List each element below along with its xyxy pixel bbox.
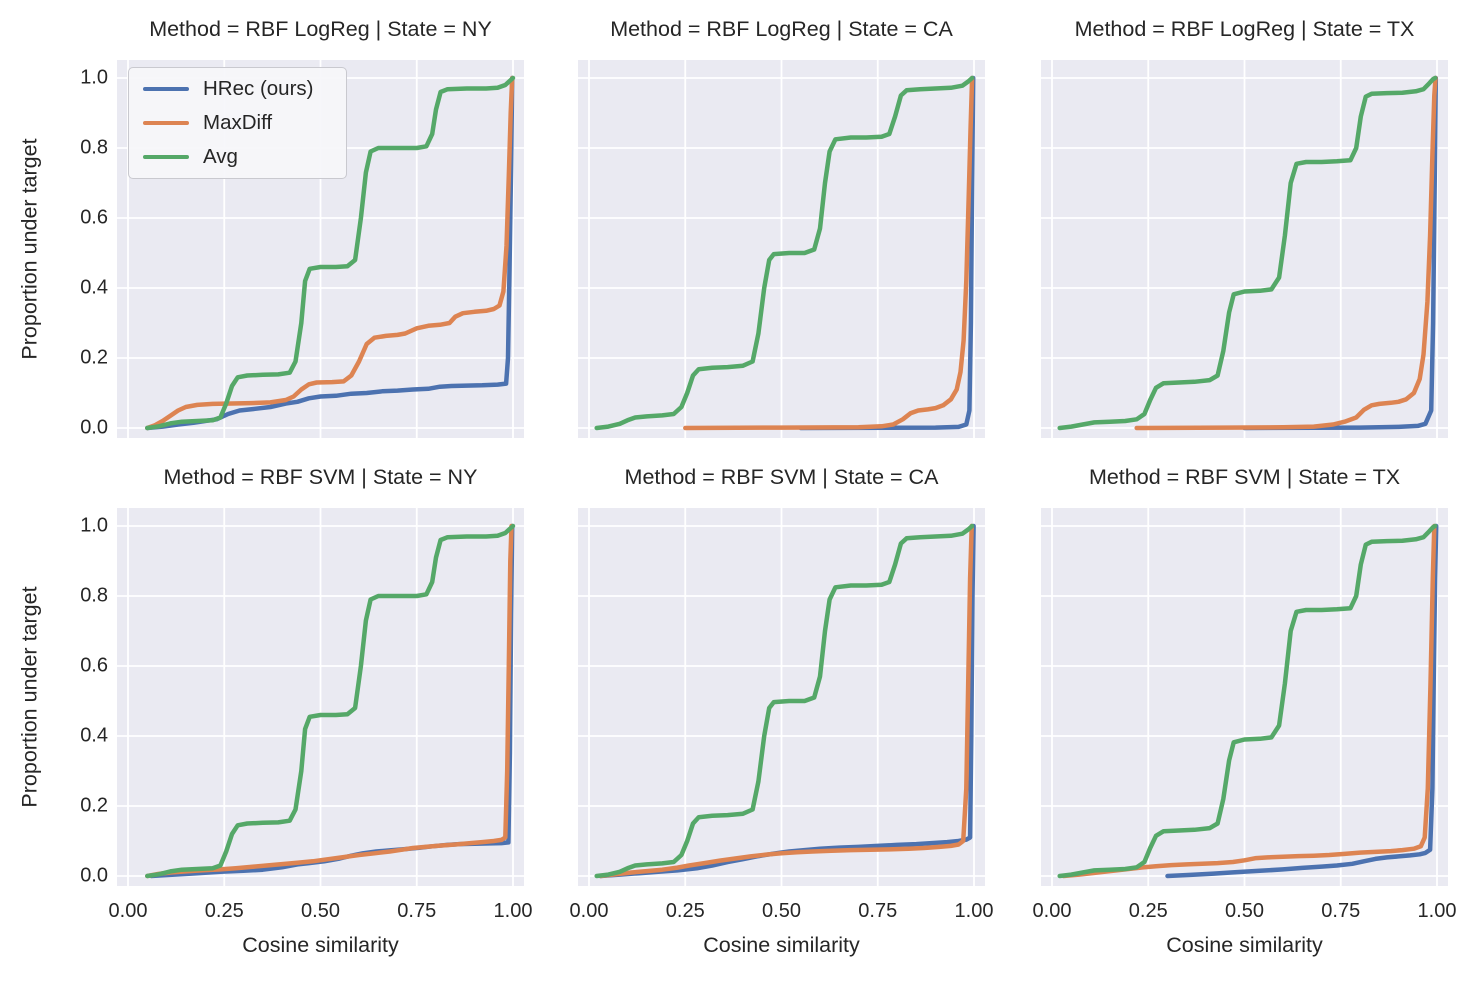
y-tick-label-rbf-svm-ny: 0.2: [80, 794, 108, 817]
y-tick-label-rbf-svm-ny: 0.4: [80, 724, 108, 747]
subplot-rbf-logreg-tx: [1041, 60, 1448, 438]
series-line-hrec-ours-rbf-svm-tx: [1165, 523, 1439, 879]
x-tick-label-rbf-svm-tx: 0.25: [1128, 900, 1168, 922]
legend-item-hrec-ours: HRec (ours): [143, 77, 332, 101]
y-axis-label-rbf-svm-ny: Proportion under target: [17, 586, 42, 808]
legend-item-avg: Avg: [143, 145, 332, 169]
x-tick-label-rbf-svm-ca: 0.50: [762, 900, 801, 922]
series-line-avg-rbf-svm-tx: [1057, 523, 1438, 879]
y-tick-label-rbf-logreg-ny: 0.0: [80, 416, 108, 439]
legend-label-hrec-ours: HRec (ours): [203, 77, 314, 100]
x-tick-label-rbf-svm-ca: 0.00: [569, 900, 609, 922]
series-line-maxdiff-rbf-svm-tx: [1061, 523, 1437, 879]
legend-line-swatch-maxdiff: [143, 120, 189, 126]
y-tick-label-rbf-logreg-ny: 1.0: [80, 66, 108, 89]
legend-label-avg: Avg: [203, 145, 238, 168]
legend-box: HRec (ours) MaxDiff Avg: [128, 67, 347, 179]
subplot-rbf-svm-tx: [1041, 508, 1448, 886]
series-line-hrec-ours-rbf-logreg-tx: [1242, 75, 1439, 431]
series-line-maxdiff-rbf-logreg-ny: [145, 75, 515, 431]
subplot-rbf-svm-ny: [117, 508, 524, 886]
x-tick-label-rbf-svm-ny: 1.00: [493, 900, 533, 922]
series-line-maxdiff-rbf-logreg-ca: [683, 75, 975, 431]
subplot-rbf-logreg-ca: [578, 60, 985, 438]
series-line-avg-rbf-logreg-ca: [594, 75, 975, 431]
y-tick-label-rbf-svm-ny: 0.8: [80, 584, 108, 607]
x-axis-label-rbf-svm-tx: Cosine similarity: [1166, 933, 1323, 957]
subplot-rbf-svm-ca: [578, 508, 985, 886]
x-tick-label-rbf-svm-ny: 0.50: [301, 900, 340, 922]
x-tick-label-rbf-svm-tx: 0.50: [1225, 900, 1264, 922]
legend-line-swatch-hrec-ours: [143, 86, 189, 92]
y-tick-label-rbf-logreg-ny: 0.6: [80, 206, 108, 229]
subplot-title-rbf-logreg-ny: Method = RBF LogReg | State = NY: [149, 17, 492, 41]
series-line-maxdiff-rbf-svm-ca: [598, 523, 974, 879]
y-tick-label-rbf-logreg-ny: 0.8: [80, 136, 108, 159]
legend-item-maxdiff: MaxDiff: [143, 111, 332, 135]
series-line-avg-rbf-logreg-ny: [145, 75, 516, 431]
legend-line-swatch-avg: [143, 154, 189, 160]
series-line-avg-rbf-svm-ca: [594, 523, 975, 879]
legend-label-maxdiff: MaxDiff: [203, 111, 273, 134]
subplot-title-rbf-svm-ny: Method = RBF SVM | State = NY: [163, 465, 478, 489]
subplot-title-rbf-logreg-ca: Method = RBF LogReg | State = CA: [610, 17, 953, 41]
x-tick-label-rbf-svm-tx: 0.00: [1032, 900, 1072, 922]
x-axis-label-rbf-svm-ny: Cosine similarity: [242, 933, 399, 957]
x-tick-label-rbf-svm-ny: 0.00: [108, 900, 148, 922]
subplot-title-rbf-svm-ca: Method = RBF SVM | State = CA: [624, 465, 939, 489]
x-tick-label-rbf-svm-tx: 1.00: [1417, 900, 1457, 922]
subplot-title-rbf-svm-tx: Method = RBF SVM | State = TX: [1088, 465, 1401, 489]
x-tick-label-rbf-svm-ca: 1.00: [954, 900, 994, 922]
x-tick-label-rbf-svm-ny: 0.25: [204, 900, 244, 922]
series-line-avg-rbf-logreg-tx: [1057, 75, 1438, 431]
y-tick-label-rbf-svm-ny: 1.0: [80, 514, 108, 537]
y-axis-label-rbf-logreg-ny: Proportion under target: [17, 138, 42, 360]
subplot-title-rbf-logreg-tx: Method = RBF LogReg | State = TX: [1074, 17, 1415, 41]
series-line-maxdiff-rbf-svm-ny: [145, 523, 514, 879]
series-line-avg-rbf-svm-ny: [145, 523, 516, 879]
x-axis-label-rbf-svm-ca: Cosine similarity: [703, 933, 860, 957]
y-tick-label-rbf-logreg-ny: 0.4: [80, 276, 108, 299]
y-tick-label-rbf-logreg-ny: 0.2: [80, 346, 108, 369]
x-tick-label-rbf-svm-ny: 0.75: [397, 900, 437, 922]
x-tick-label-rbf-svm-tx: 0.75: [1321, 900, 1361, 922]
series-line-maxdiff-rbf-logreg-tx: [1134, 75, 1438, 431]
x-tick-label-rbf-svm-ca: 0.75: [858, 900, 898, 922]
y-tick-label-rbf-svm-ny: 0.0: [80, 864, 108, 887]
series-line-hrec-ours-rbf-logreg-ca: [798, 75, 976, 431]
x-tick-label-rbf-svm-ca: 0.25: [665, 900, 705, 922]
y-tick-label-rbf-svm-ny: 0.6: [80, 654, 108, 677]
